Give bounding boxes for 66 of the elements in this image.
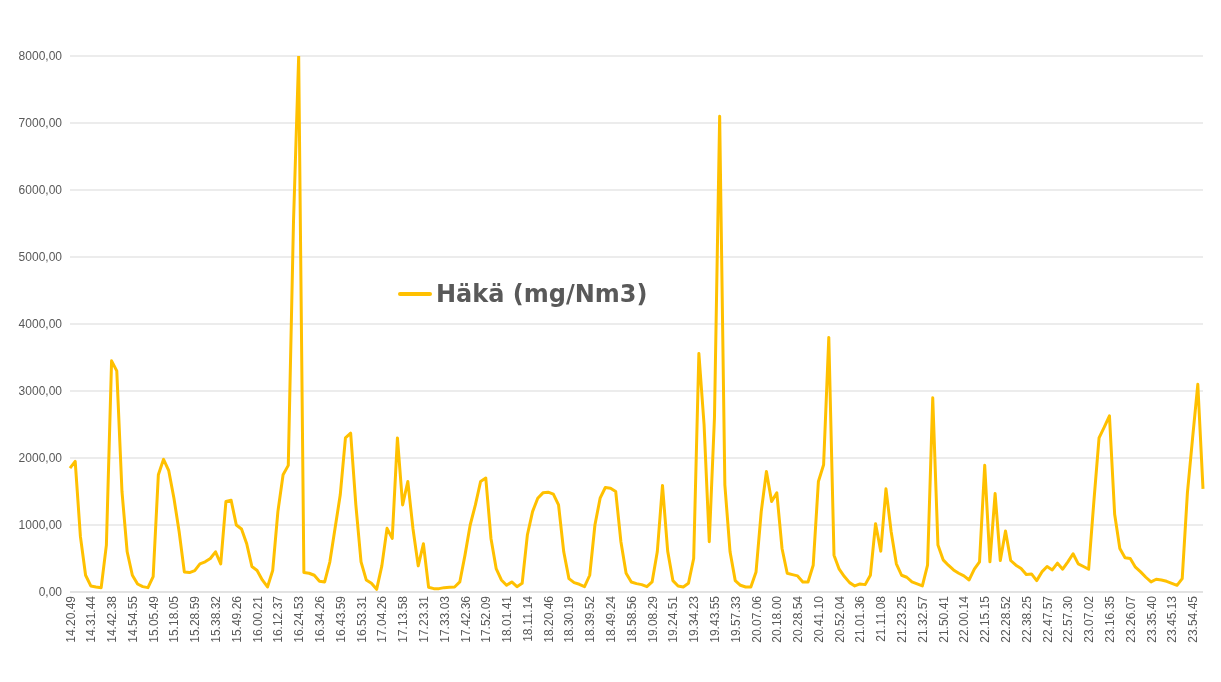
x-tick-label: 18.30.19 — [562, 595, 577, 643]
y-tick-label: 6000,00 — [18, 183, 63, 198]
x-tick-label: 19.57.33 — [728, 595, 743, 643]
x-tick-label: 17.04.26 — [375, 595, 390, 643]
x-tick-label: 17.13.58 — [396, 595, 411, 643]
y-tick-label: 1000,00 — [18, 518, 63, 533]
y-tick-label: 7000,00 — [18, 116, 63, 131]
x-tick-label: 14.42.38 — [105, 595, 120, 643]
x-tick-label: 18.01.41 — [500, 595, 515, 643]
x-tick-label: 21.23.25 — [895, 595, 910, 643]
x-tick-label: 18.58.56 — [624, 595, 639, 643]
x-tick-label: 20.41.10 — [811, 595, 826, 643]
x-tick-label: 19.08.29 — [645, 595, 660, 643]
x-tick-label: 20.52.04 — [832, 595, 847, 643]
x-tick-label: 15.38.32 — [209, 595, 224, 643]
x-tick-label: 19.43.55 — [707, 595, 722, 643]
x-tick-label: 23.54.45 — [1186, 595, 1201, 643]
x-tick-label: 21.50.41 — [936, 595, 951, 643]
legend-label: Häkä (mg/Nm3) — [436, 280, 648, 308]
x-tick-label: 14.31.44 — [84, 595, 99, 643]
x-tick-label: 19.24.51 — [666, 595, 681, 643]
x-tick-label: 22.00.14 — [957, 595, 972, 643]
y-tick-label: 4000,00 — [18, 317, 63, 332]
x-tick-label: 17.42.36 — [458, 595, 473, 643]
x-tick-label: 22.47.57 — [1040, 595, 1055, 643]
x-tick-label: 16.24.53 — [292, 595, 307, 643]
x-tick-label: 16.43.59 — [333, 595, 348, 643]
x-tick-label: 22.38.25 — [1019, 595, 1034, 643]
y-tick-label: 5000,00 — [18, 250, 63, 265]
y-tick-label: 2000,00 — [18, 451, 63, 466]
x-tick-label: 20.28.54 — [791, 595, 806, 643]
x-tick-label: 22.15.15 — [978, 595, 993, 643]
x-tick-label: 19.34.23 — [687, 595, 702, 643]
x-tick-label: 15.05.49 — [146, 595, 161, 643]
x-tick-label: 21.01.36 — [853, 595, 868, 643]
x-tick-label: 17.33.03 — [437, 595, 452, 643]
x-tick-label: 20.18.00 — [770, 595, 785, 643]
x-tick-label: 16.00.21 — [250, 595, 265, 643]
x-tick-label: 23.35.40 — [1144, 595, 1159, 643]
x-tick-label: 22.57.30 — [1061, 595, 1076, 643]
x-tick-label: 23.26.07 — [1123, 595, 1138, 643]
x-tick-label: 21.11.08 — [874, 595, 889, 642]
x-tick-label: 23.45.13 — [1165, 595, 1180, 643]
x-tick-label: 18.20.46 — [541, 595, 556, 643]
x-tick-label: 23.16.35 — [1102, 595, 1117, 643]
y-tick-label: 3000,00 — [18, 384, 63, 399]
x-tick-label: 17.23.31 — [416, 595, 431, 643]
x-tick-label: 18.39.52 — [583, 595, 598, 643]
x-tick-label: 15.18.05 — [167, 595, 182, 643]
x-tick-label: 22.28.52 — [999, 595, 1014, 643]
x-tick-label: 16.12.37 — [271, 595, 286, 643]
x-tick-label: 15.49.26 — [229, 595, 244, 643]
x-tick-label: 14.54.55 — [125, 595, 140, 643]
line-series — [68, 56, 1205, 591]
x-tick-label: 16.53.31 — [354, 595, 369, 643]
x-tick-label: 15.28.59 — [188, 595, 203, 643]
x-tick-label: 18.11.14 — [520, 595, 535, 642]
x-tick-label: 16.34.26 — [312, 595, 327, 643]
x-tick-label: 23.07.02 — [1082, 595, 1097, 643]
x-tick-label: 14.20.49 — [63, 595, 78, 643]
x-tick-label: 18.49.24 — [604, 595, 619, 643]
x-tick-label: 20.07.06 — [749, 595, 764, 643]
x-tick-label: 21.32.57 — [915, 595, 930, 643]
y-tick-label: 8000,00 — [18, 49, 63, 64]
y-tick-label: 0,00 — [38, 585, 63, 600]
x-tick-label: 17.52.09 — [479, 595, 494, 643]
